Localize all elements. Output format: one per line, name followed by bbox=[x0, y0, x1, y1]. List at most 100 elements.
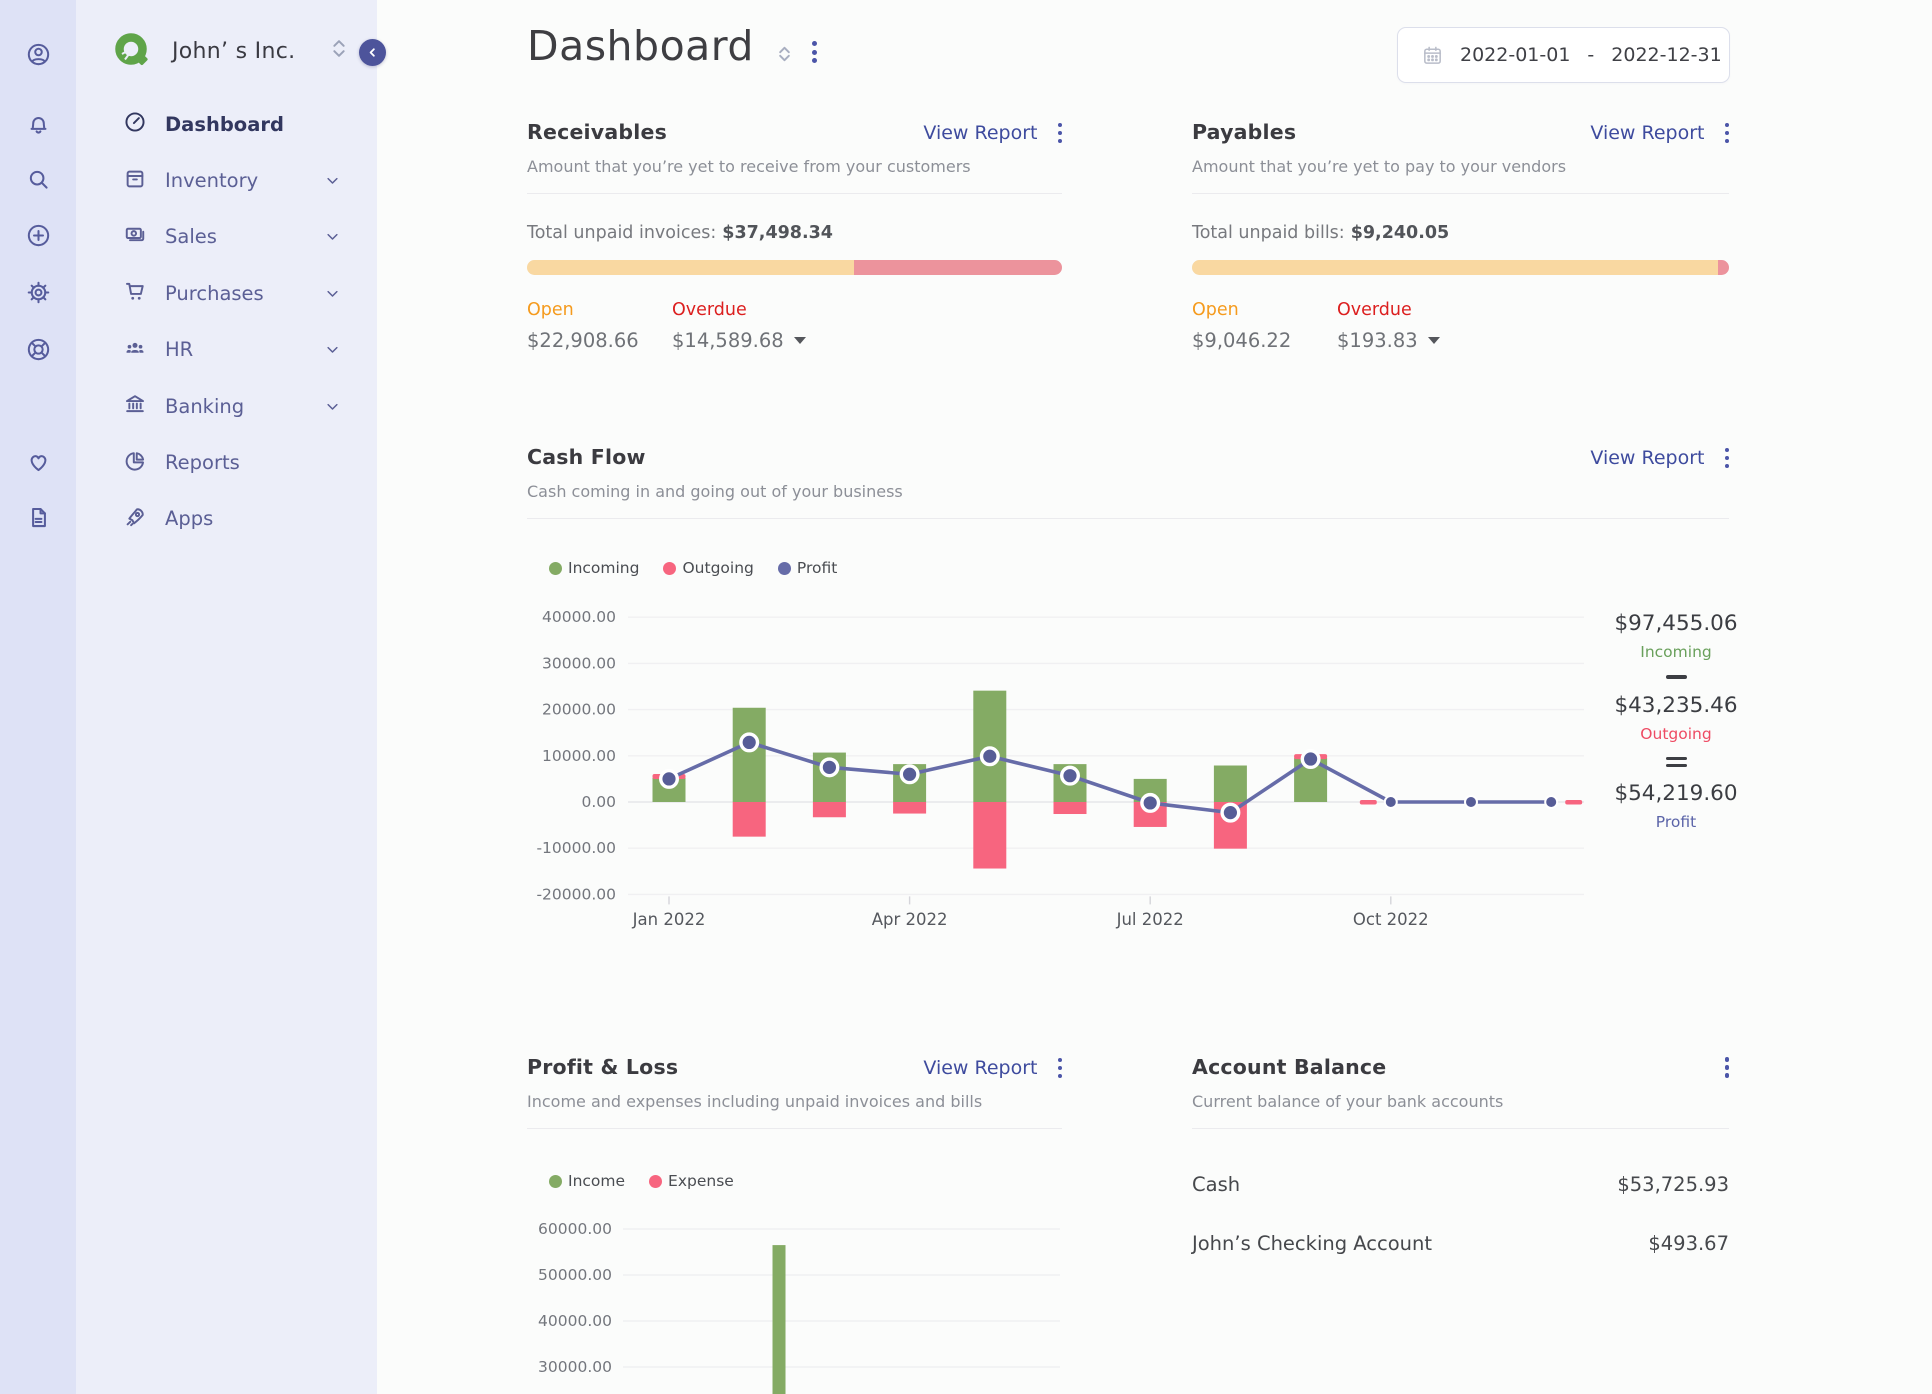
account-row: Cash $53,725.93 bbox=[1192, 1137, 1729, 1196]
account-balance-card: Account Balance Current balance of your … bbox=[1192, 1055, 1729, 1255]
account-balance-rows: Cash $53,725.93 John’s Checking Account $… bbox=[1192, 1137, 1729, 1255]
profit-loss-view-report-link[interactable]: View Report bbox=[923, 1057, 1038, 1079]
sidebar-item-sales[interactable]: Sales bbox=[76, 209, 377, 265]
sidebar-item-label: HR bbox=[165, 338, 194, 362]
receivables-progress-bar bbox=[527, 260, 1062, 275]
legend-profit: Profit bbox=[777, 559, 837, 577]
favorites-icon[interactable] bbox=[22, 445, 54, 477]
cashflow-title: Cash Flow bbox=[527, 445, 646, 469]
account-name: John’s Checking Account bbox=[1192, 1232, 1433, 1255]
title-sort-chevrons-icon[interactable] bbox=[778, 46, 791, 62]
sidebar-item-label: Sales bbox=[165, 225, 217, 249]
legend-income: Income bbox=[549, 1172, 625, 1190]
profit-loss-legend: Income Expense bbox=[549, 1172, 734, 1190]
profit-loss-kebab-icon[interactable] bbox=[1057, 1057, 1062, 1079]
account-balance-title: Account Balance bbox=[1192, 1055, 1387, 1079]
equals-icon bbox=[1665, 756, 1687, 761]
sidebar-item-dashboard[interactable]: Dashboard bbox=[76, 96, 377, 152]
sidebar-item-apps[interactable]: Apps bbox=[76, 491, 377, 547]
account-amount: $493.67 bbox=[1648, 1232, 1729, 1255]
cashflow-incoming-label: Incoming bbox=[1640, 643, 1712, 661]
payables-title: Payables bbox=[1192, 120, 1297, 144]
receivables-title: Receivables bbox=[527, 120, 667, 144]
profit-loss-chart: 60000.0050000.0040000.0030000.0020000.00… bbox=[538, 1220, 1060, 1394]
receivables-card: Receivables View Report Amount that you’… bbox=[527, 120, 1062, 352]
sidebar-item-label: Banking bbox=[165, 394, 245, 418]
payables-view-report-link[interactable]: View Report bbox=[1590, 122, 1705, 144]
company-select-chevrons-icon[interactable] bbox=[332, 39, 346, 58]
cashflow-chart: 40000.00 30000.00 20000.00 10000.00 0.00 -100… bbox=[536, 608, 1584, 929]
profit-loss-subtitle: Income and expenses including unpaid inv… bbox=[527, 1092, 983, 1111]
date-range-start: 2022-01-01 bbox=[1460, 44, 1571, 66]
sidebar: John’ s Inc. Dashboard Inventory Sales P… bbox=[76, 0, 386, 1394]
company-switcher[interactable]: John’ s Inc. bbox=[112, 28, 295, 74]
chevron-down-icon bbox=[325, 229, 340, 244]
receivables-subtitle: Amount that you’re yet to receive from y… bbox=[527, 157, 971, 176]
chevron-down-icon bbox=[325, 286, 340, 301]
date-range-end: 2022-12-31 bbox=[1611, 44, 1722, 66]
sales-icon bbox=[122, 222, 148, 252]
account-name: Cash bbox=[1192, 1173, 1241, 1196]
search-icon[interactable] bbox=[22, 163, 54, 195]
svg-text:20000.00: 20000.00 bbox=[542, 701, 616, 719]
page-menu-kebab-icon[interactable] bbox=[812, 41, 817, 63]
sidebar-item-banking[interactable]: Banking bbox=[76, 378, 377, 434]
settings-icon[interactable] bbox=[22, 276, 54, 308]
profit-loss-title: Profit & Loss bbox=[527, 1055, 679, 1079]
notifications-icon[interactable] bbox=[22, 107, 54, 139]
svg-text:-20000.00: -20000.00 bbox=[536, 885, 616, 903]
cashflow-subtitle: Cash coming in and going out of your bus… bbox=[527, 482, 903, 501]
svg-text:40000.00: 40000.00 bbox=[542, 608, 616, 626]
banking-icon bbox=[122, 391, 148, 421]
account-amount: $53,725.93 bbox=[1617, 1173, 1729, 1196]
svg-text:Apr 2022: Apr 2022 bbox=[872, 910, 948, 929]
help-icon[interactable] bbox=[22, 333, 54, 365]
sidebar-item-purchases[interactable]: Purchases bbox=[76, 265, 377, 321]
reports-icon bbox=[122, 448, 148, 478]
legend-expense: Expense bbox=[649, 1172, 734, 1190]
sidebar-item-label: Purchases bbox=[165, 281, 264, 305]
receivables-overdue-stat: Overdue $14,589.68 bbox=[672, 300, 817, 352]
sidebar-item-label: Reports bbox=[165, 451, 240, 475]
inventory-icon bbox=[122, 166, 148, 196]
payables-overdue-stat: Overdue $193.83 bbox=[1337, 300, 1482, 352]
account-balance-subtitle: Current balance of your bank accounts bbox=[1192, 1092, 1504, 1111]
date-range-picker[interactable]: 2022-01-01 - 2022-12-31 bbox=[1397, 27, 1730, 83]
receivables-kebab-icon[interactable] bbox=[1057, 122, 1062, 144]
svg-text:Jul 2022: Jul 2022 bbox=[1116, 910, 1184, 929]
chevron-down-icon bbox=[325, 399, 340, 414]
payables-open-stat: Open $9,046.22 bbox=[1192, 300, 1292, 352]
receivables-view-report-link[interactable]: View Report bbox=[923, 122, 1038, 144]
payables-overdue-dropdown-icon[interactable] bbox=[1427, 337, 1440, 344]
sidebar-item-reports[interactable]: Reports bbox=[76, 434, 377, 490]
account-balance-kebab-icon[interactable] bbox=[1724, 1057, 1729, 1078]
company-name: John’ s Inc. bbox=[172, 38, 296, 64]
svg-text:10000.00: 10000.00 bbox=[542, 747, 616, 765]
cashflow-view-report-link[interactable]: View Report bbox=[1590, 447, 1705, 469]
payables-kebab-icon[interactable] bbox=[1724, 122, 1729, 144]
cashflow-legend: Incoming Outgoing Profit bbox=[549, 559, 837, 577]
sidebar-item-hr[interactable]: HR bbox=[76, 322, 377, 378]
svg-text:-10000.00: -10000.00 bbox=[536, 839, 616, 857]
documents-icon[interactable] bbox=[22, 501, 54, 533]
date-range-separator: - bbox=[1587, 44, 1595, 66]
cashflow-outgoing-value: $43,235.46 bbox=[1614, 692, 1738, 718]
receivables-total: Total unpaid invoices: $37,498.34 bbox=[527, 223, 833, 243]
company-logo bbox=[112, 30, 150, 72]
sidebar-collapse-button[interactable] bbox=[359, 39, 386, 66]
hr-icon bbox=[122, 335, 148, 365]
svg-text:30000.00: 30000.00 bbox=[538, 1358, 612, 1376]
svg-text:40000.00: 40000.00 bbox=[538, 1312, 612, 1330]
svg-text:Oct 2022: Oct 2022 bbox=[1353, 910, 1429, 929]
svg-text:60000.00: 60000.00 bbox=[538, 1220, 612, 1238]
cashflow-kebab-icon[interactable] bbox=[1724, 447, 1729, 469]
cashflow-summary: $97,455.06 Incoming $43,235.46 Outgoing … bbox=[1601, 611, 1751, 831]
sidebar-item-inventory[interactable]: Inventory bbox=[76, 152, 377, 208]
receivables-overdue-dropdown-icon[interactable] bbox=[793, 337, 806, 344]
add-icon[interactable] bbox=[22, 219, 54, 251]
payables-total: Total unpaid bills: $9,240.05 bbox=[1192, 223, 1450, 243]
sidebar-nav: Dashboard Inventory Sales Purchases HR B… bbox=[76, 96, 377, 547]
account-icon[interactable] bbox=[22, 38, 54, 70]
account-row: John’s Checking Account $493.67 bbox=[1192, 1196, 1729, 1255]
legend-incoming: Incoming bbox=[549, 559, 639, 577]
